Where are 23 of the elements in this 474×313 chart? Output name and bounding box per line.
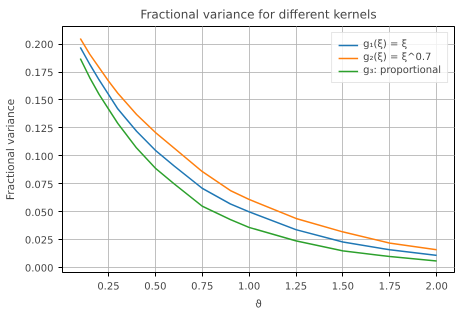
x-tick-label: 1.00: [238, 282, 260, 292]
x-tick-label: 2.00: [426, 282, 448, 292]
y-tick-label: 0.025: [24, 236, 54, 247]
y-tick-label: 0.075: [24, 180, 54, 191]
legend-label: g₁(ξ) = ξ: [363, 39, 408, 50]
legend-label: g₂(ξ) = ξ^0.7: [363, 52, 432, 63]
x-axis-title: ϑ: [255, 298, 262, 310]
y-tick-label: 0.150: [24, 96, 54, 107]
y-tick-label: 0.200: [24, 40, 54, 52]
x-tick-label: 1.50: [332, 282, 354, 292]
y-tick-label: 0.100: [24, 152, 54, 163]
x-tick-label: 1.75: [378, 282, 401, 292]
chart-title: Fractional variance for different kernels: [140, 8, 377, 22]
y-tick-label: 0.050: [24, 208, 54, 219]
x-tick-label: 0.75: [191, 282, 214, 292]
x-tick-label: 0.25: [97, 282, 120, 292]
y-tick-label: 0.175: [24, 68, 54, 80]
x-tick-label: 0.50: [144, 282, 166, 292]
y-tick-label: 0.000: [24, 264, 54, 275]
legend-label: g₃: proportional: [363, 65, 441, 76]
x-tick-label: 1.25: [284, 282, 308, 292]
y-axis-title: Fractional variance: [4, 98, 17, 200]
y-tick-label: 0.125: [24, 124, 54, 135]
